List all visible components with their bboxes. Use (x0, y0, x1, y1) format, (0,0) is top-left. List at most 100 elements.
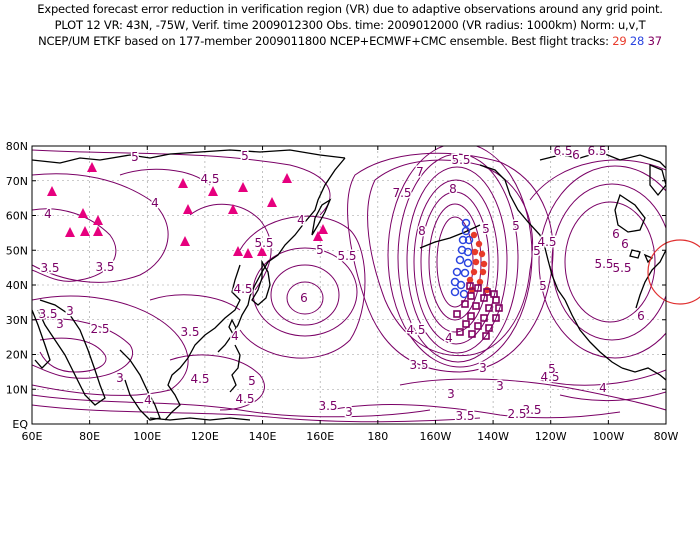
observation-triangle (313, 231, 323, 241)
track-28-point (455, 255, 465, 265)
contour-label: 5.5 (451, 153, 470, 167)
lon-label: 80W (654, 430, 679, 443)
contour-label: 5 (512, 219, 520, 233)
contour-label: 4 (599, 381, 607, 395)
plot-title-line-1: Expected forecast error reduction in ver… (37, 2, 663, 16)
track-28-point (463, 247, 473, 257)
contour-label: 5 (241, 149, 249, 163)
track-28-point (456, 280, 466, 290)
lon-label: 140E (249, 430, 277, 443)
observation-triangle (65, 227, 75, 237)
verification-region-circle (647, 239, 700, 305)
contour-label: 4 (445, 331, 453, 345)
plot-title-line-3: NCEP/UM ETKF based on 177-member 2009011… (0, 34, 700, 48)
track-37-point (453, 310, 461, 318)
contour-label: 5 (539, 279, 547, 293)
track-37-point (480, 314, 488, 322)
track-29-point (471, 248, 479, 256)
lat-label: EQ (12, 418, 28, 431)
track-37-point (467, 312, 475, 320)
contour-label: 3.5 (409, 358, 428, 372)
track-37-point (480, 294, 488, 302)
contour-label: 4 (144, 393, 152, 407)
contour-lines (32, 146, 666, 423)
flight-track-28 (450, 218, 474, 299)
contour-label: 3 (66, 304, 74, 318)
track-29-point (476, 278, 484, 286)
contour-label: 3 (345, 405, 353, 419)
lon-label: 160W (420, 430, 452, 443)
contour-label: 8 (418, 224, 426, 238)
track-28-point (452, 267, 462, 277)
track-28-point (461, 218, 471, 228)
track-29-point (479, 268, 487, 276)
track-28-point (463, 258, 473, 268)
contour-label: 4 (151, 196, 159, 210)
track-37-point (492, 296, 500, 304)
observation-triangle (183, 204, 193, 214)
flight-track-37 (453, 282, 503, 340)
contour-label: 2.5 (507, 407, 526, 421)
track-37-point (468, 330, 476, 338)
title-line-3-text: NCEP/UM ETKF based on 177-member 2009011… (38, 34, 609, 48)
arabia (32, 309, 51, 369)
asia-north-coast (32, 149, 346, 164)
indonesia (149, 417, 251, 421)
track-37-point (492, 314, 500, 322)
observation-triangle (238, 182, 248, 192)
contour-label: 4.5 (233, 282, 252, 296)
track-28-point (464, 235, 474, 245)
contour-label: 3 (479, 361, 487, 375)
taiwan (228, 318, 237, 336)
track-29-point (475, 240, 483, 248)
track-37-point (474, 284, 482, 292)
observation-triangle (233, 246, 243, 256)
philippines (229, 344, 241, 393)
observation-triangle (87, 162, 97, 172)
track-37-point (461, 300, 469, 308)
contour-label: 5 (131, 150, 139, 164)
lon-label: 140W (477, 430, 509, 443)
contour-label: 5 (548, 362, 556, 376)
contour-label: 5.5 (254, 236, 273, 250)
track-id-29: 29 (612, 34, 627, 48)
observation-triangle (180, 236, 190, 246)
contour-label: 4.5 (190, 372, 209, 386)
indochina (119, 349, 161, 421)
track-29-point (480, 260, 488, 268)
lat-label: 40N (6, 279, 28, 292)
observation-triangle (78, 208, 88, 218)
observation-triangle (178, 178, 188, 188)
contour-label: 6 (637, 309, 645, 323)
lon-label: 120E (191, 430, 219, 443)
observation-triangle (243, 248, 253, 258)
contour-label: 6.5 (553, 144, 572, 158)
observation-triangles (47, 162, 328, 258)
north-america-west-coast (564, 299, 623, 369)
observation-triangle (282, 173, 292, 183)
track-37-point (462, 320, 470, 328)
lat-label: 30N (6, 314, 28, 327)
lon-label: 180 (367, 430, 388, 443)
gulf-mexico (621, 367, 666, 381)
contour-label: 3.5 (318, 399, 337, 413)
contour-label: 8 (449, 182, 457, 196)
track-29-point (470, 268, 478, 276)
lat-label: 20N (6, 349, 28, 362)
observation-triangle (228, 204, 238, 214)
contour-label: 3.5 (522, 403, 541, 417)
lon-label: 100E (133, 430, 161, 443)
track-37-point (485, 304, 493, 312)
korea-china-coast (187, 264, 241, 359)
track-29-point (470, 231, 478, 239)
contour-label: 2.5 (90, 322, 109, 336)
track-28-point (450, 287, 460, 297)
contour-label: 4 (44, 207, 52, 221)
contour-label: 6 (300, 291, 308, 305)
greenland (649, 164, 666, 197)
observation-triangle (80, 226, 90, 236)
contour-label: 3 (56, 317, 64, 331)
japan (251, 259, 271, 306)
hudson-bay (614, 193, 646, 233)
